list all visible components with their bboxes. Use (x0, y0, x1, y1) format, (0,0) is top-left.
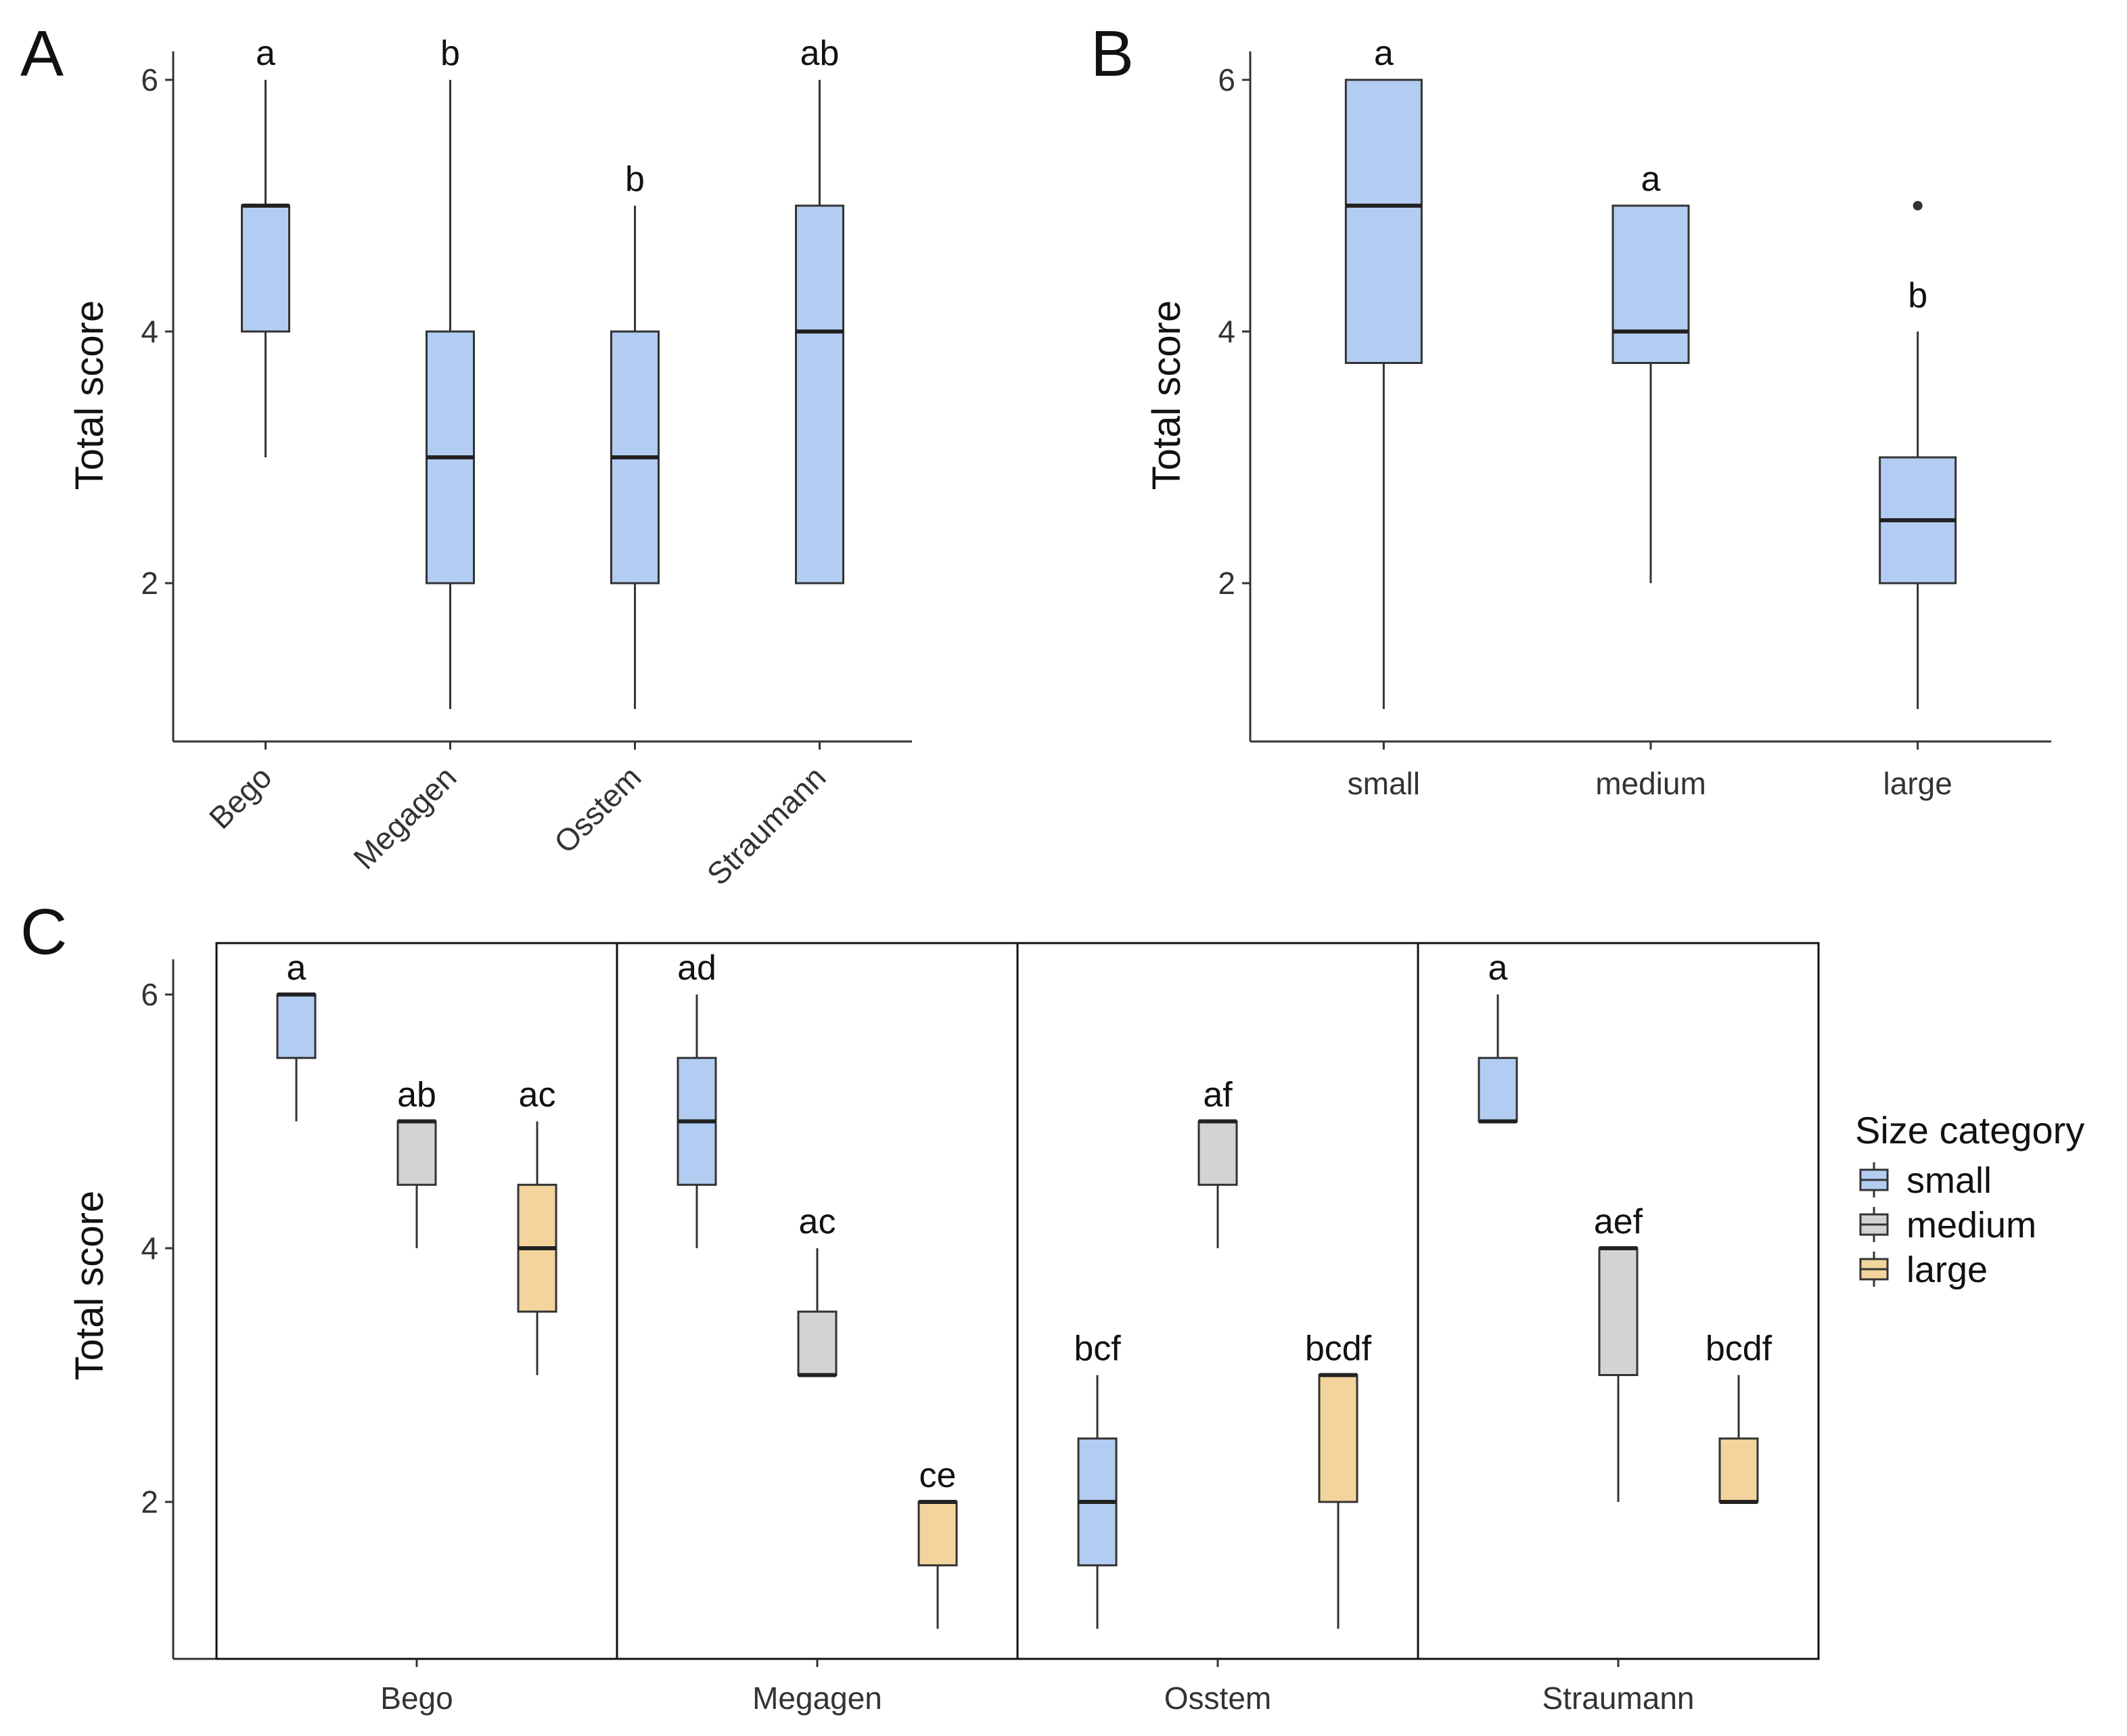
panel-c-ytick-label-2: 2 (141, 1484, 158, 1520)
panel-c-osstem-medium-box (1197, 1119, 1238, 1248)
panel-c-straumann-large-iqr-rect (1718, 1437, 1759, 1503)
panel-a-megagen-xtick-label: Megagen (346, 759, 463, 875)
panel-c-osstem-small-box (1077, 1375, 1118, 1629)
panel-c-straumann-medium-box (1598, 1246, 1639, 1502)
panel-c-bego-small-letters: a (287, 949, 306, 988)
panel-c-straumann-small-box (1478, 995, 1518, 1124)
panel-a-ytick-label-4: 4 (141, 314, 158, 349)
panel-c-bego-medium-letters: ab (397, 1076, 436, 1115)
panel-c-megagen-large-box (917, 1500, 958, 1629)
panel-a-bego-letters: a (256, 34, 275, 73)
panel-b-ytick-label-6: 6 (1218, 62, 1235, 97)
panel-a-straumann-box (795, 80, 844, 585)
panel-b-ylabel: Total score (1145, 300, 1189, 490)
panel-b-large-outlier-0 (1913, 201, 1923, 210)
panel-c-osstem-medium-letters: af (1203, 1076, 1233, 1115)
panel-c-megagen-medium-box (797, 1248, 838, 1377)
legend-label-medium: medium (1906, 1205, 2036, 1246)
panel-b: B 2 4 6 Total score a small a medium b large (1091, 18, 2051, 801)
panel-a-straumann-xtick-label: Straumann (700, 759, 833, 892)
panel-c-megagen-small-letters: ad (677, 949, 716, 988)
panel-a-megagen-letters: b (440, 34, 460, 73)
panel-b-small-box (1344, 78, 1423, 709)
panel-a-straumann-iqr-rect (795, 204, 844, 585)
panel-a-bego-xtick-label: Bego (202, 759, 279, 836)
panel-c-label: C (20, 896, 67, 968)
panel-a-bego-box (241, 80, 290, 457)
panel-a-osstem-letters: b (625, 160, 645, 199)
panel-c-straumann-small-iqr-rect (1478, 1057, 1518, 1122)
panel-a-osstem-box (610, 206, 660, 709)
panel-c-osstem-small-letters: bcf (1074, 1329, 1121, 1369)
panel-c-straumann-xtick-label: Straumann (1542, 1681, 1694, 1716)
panel-b-label: B (1091, 18, 1134, 90)
panel-b-small-xtick-label: small (1348, 766, 1420, 801)
panel-a-megagen-box (426, 80, 475, 709)
panel-c-osstem-medium-iqr-rect (1197, 1120, 1238, 1186)
panel-c-ytick-label-6: 6 (141, 977, 158, 1012)
panel-c-straumann-large-letters: bcdf (1706, 1329, 1772, 1369)
panel-c-megagen-large-iqr-rect (917, 1501, 958, 1567)
panel-a-ylabel: Total score (68, 300, 112, 490)
panel-c-osstem-large-iqr-rect (1318, 1374, 1358, 1503)
panel-a-ytick-label-2: 2 (141, 566, 158, 601)
panel-b-small-letters: a (1374, 34, 1394, 73)
panel-c-straumann-medium-iqr-rect (1598, 1247, 1639, 1376)
panel-c-megagen-medium-iqr-rect (797, 1310, 838, 1376)
panel-a-osstem-xtick-label: Osstem (547, 759, 648, 860)
panel-c-straumann-small-letters: a (1488, 949, 1508, 988)
panel-b-medium-iqr-rect (1611, 204, 1690, 364)
panel-a-bego-iqr-rect (241, 204, 290, 333)
panel-b-large-letters: b (1908, 276, 1927, 315)
panel-c-bego-xtick-label: Bego (380, 1681, 453, 1716)
panel-c-ytick-label-4: 4 (141, 1231, 158, 1266)
panel-c-megagen-medium-letters: ac (799, 1202, 836, 1241)
panel-c-ylabel: Total score (68, 1191, 112, 1380)
panel-c-bego-medium-box (396, 1119, 437, 1248)
panel-a: A 2 4 6 Total score a Bego b Megagen b Osstem ab St… (20, 18, 912, 892)
panel-c-osstem-xtick-label: Osstem (1164, 1681, 1271, 1716)
legend-label-small: small (1906, 1160, 1992, 1201)
panel-b-ytick-label-2: 2 (1218, 566, 1235, 601)
panel-b-medium-xtick-label: medium (1595, 766, 1706, 801)
legend-label-large: large (1906, 1250, 1988, 1290)
panel-a-label: A (20, 18, 64, 90)
panel-c-megagen-small-box (677, 995, 717, 1248)
panel-c: C 2 4 6 Total score Bego a ab ac Megagen ad ac ce Os… (20, 896, 2084, 1716)
panel-c-megagen-xtick-label: Megagen (752, 1681, 882, 1716)
panel-c-bego-medium-iqr-rect (396, 1120, 437, 1186)
panel-c-megagen-large-letters: ce (919, 1456, 957, 1495)
panel-c-bego-large-letters: ac (519, 1076, 556, 1115)
panel-b-ytick-label-4: 4 (1218, 314, 1235, 349)
panel-b-large-xtick-label: large (1883, 766, 1952, 801)
legend-title: Size category (1855, 1109, 2084, 1151)
panel-c-bego-small-iqr-rect (276, 993, 317, 1059)
panel-c-straumann-medium-letters: aef (1594, 1202, 1643, 1241)
panel-c-bego-large-box (517, 1121, 557, 1375)
panel-a-straumann-letters: ab (800, 34, 840, 73)
panel-b-medium-box (1611, 204, 1690, 583)
panel-c-osstem-large-letters: bcdf (1305, 1329, 1372, 1369)
panel-b-large-box (1879, 201, 1957, 709)
panel-b-small-iqr-rect (1344, 78, 1423, 364)
panel-c-bego-small-box (276, 992, 317, 1122)
panel-c-osstem-large-box (1318, 1373, 1358, 1629)
panel-b-medium-letters: a (1641, 160, 1661, 199)
panel-c-straumann-large-box (1718, 1375, 1759, 1504)
panel-a-ytick-label-6: 6 (141, 62, 158, 97)
